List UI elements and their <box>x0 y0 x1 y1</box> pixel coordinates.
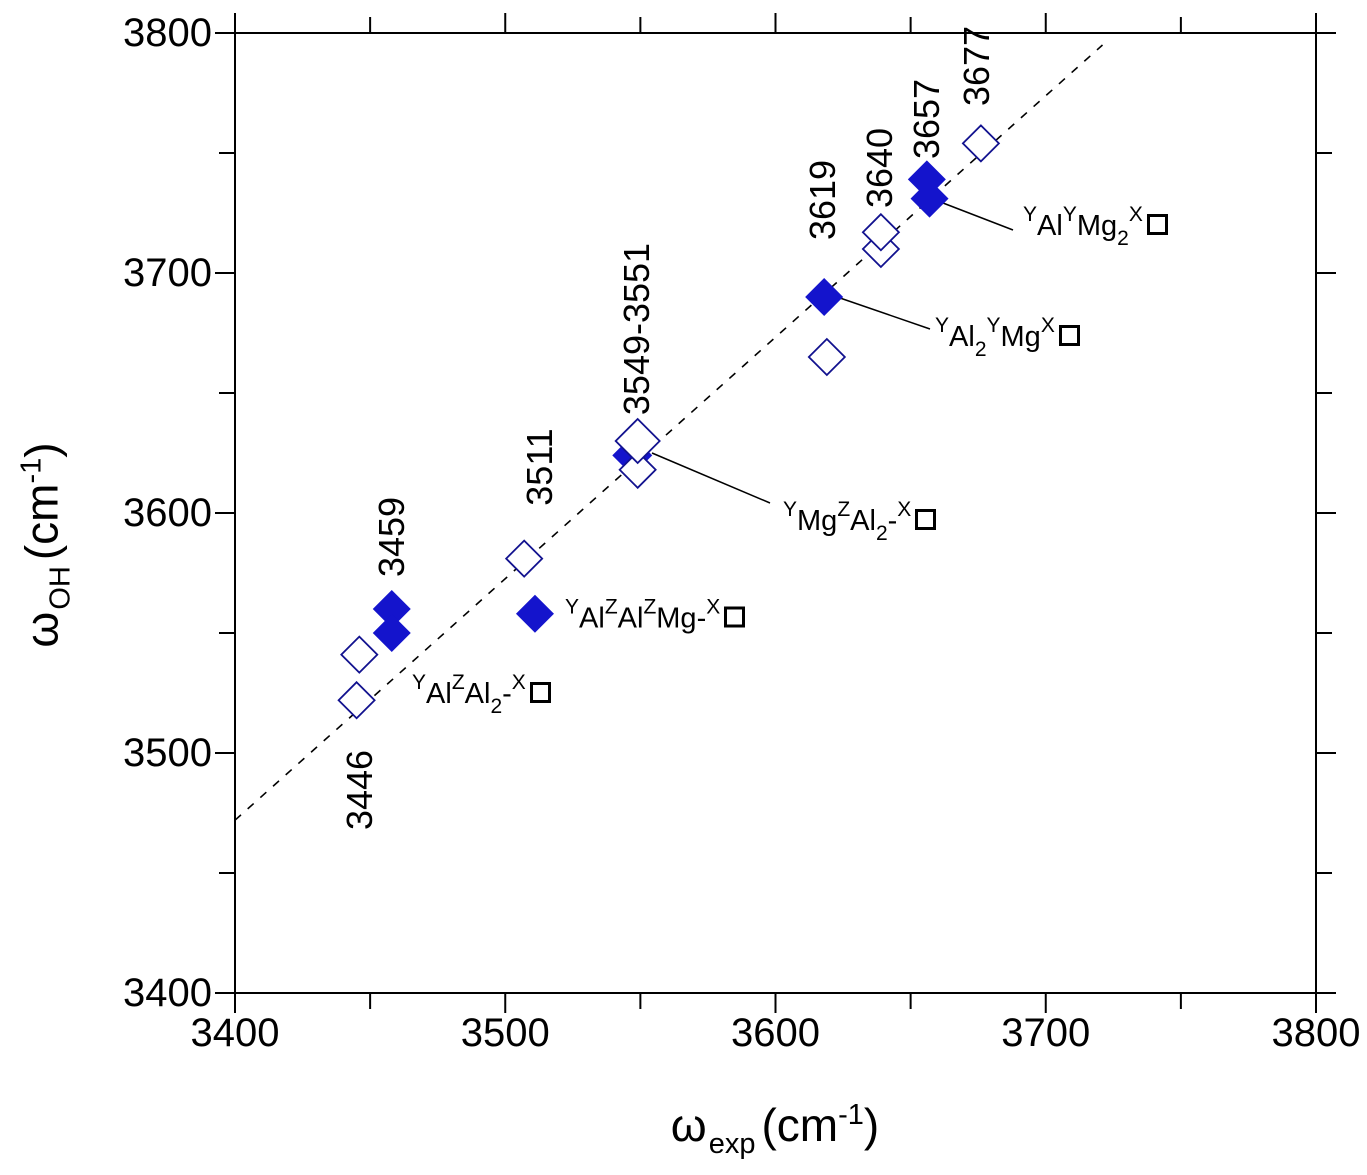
open-diamond-marker <box>618 450 657 490</box>
annotation-text: Y <box>565 595 580 619</box>
annotation-text: X <box>1040 314 1055 337</box>
y-tick-label: 3400 <box>123 971 212 1015</box>
annotation-leader-line <box>839 297 931 330</box>
open-diamond-marker <box>807 337 847 377</box>
vacancy-square-icon <box>529 682 551 703</box>
annotation-leader-line <box>651 452 771 504</box>
annotation-text: Z <box>604 595 618 619</box>
annotation-text: Al <box>579 602 605 635</box>
y-axis-omega: ω <box>15 611 68 648</box>
x-tick-label: 3400 <box>190 1011 280 1055</box>
vacancy-square-icon <box>1146 214 1168 235</box>
y-axis-unit-close: ) <box>15 442 68 458</box>
annotation-text: Al <box>464 678 491 710</box>
open-diamond-marker <box>337 680 376 720</box>
x-axis-unit-close: ) <box>863 1099 880 1151</box>
annotation-text: Y <box>1023 203 1038 226</box>
annotation-text: Y <box>783 498 798 521</box>
annotation-text: X <box>706 595 721 619</box>
annotation-text: Mg <box>797 505 838 537</box>
annotation-text: Z <box>837 498 851 521</box>
annotation-text: Mg <box>656 602 697 635</box>
annotation-text: - <box>887 505 898 537</box>
annotation-text: Y <box>1062 203 1077 226</box>
x-tick-label: 3700 <box>1001 1011 1091 1055</box>
annotation-text: Z <box>643 595 657 619</box>
annotation-text: 2 <box>490 695 503 718</box>
open-diamond-marker <box>614 417 661 465</box>
annotation-text: Y <box>986 314 1001 337</box>
annotation-text: - <box>696 602 707 635</box>
annotation-text: X <box>511 671 526 694</box>
filled-diamond-marker <box>910 179 949 218</box>
x-tick-label: 3500 <box>460 1011 550 1055</box>
vacancy-square-icon <box>724 606 746 628</box>
annotation-text: Al <box>1037 210 1063 242</box>
y-tick-label: 3800 <box>123 11 212 55</box>
annotation-text: Al <box>850 505 876 537</box>
x-axis-title: ωexp (cm-1) <box>671 1090 879 1169</box>
y-tick-label: 3500 <box>123 731 212 775</box>
x-tick-label: 3800 <box>1271 1011 1361 1055</box>
filled-diamond-marker <box>515 594 554 633</box>
filled-diamond-marker <box>372 590 411 628</box>
annotation-text: Al <box>617 602 644 635</box>
open-diamond-marker <box>861 212 901 252</box>
open-diamond-marker <box>504 539 544 578</box>
annotation-text: Al <box>949 321 975 353</box>
annotation-text: Z <box>451 671 465 694</box>
annotation-leader-line <box>942 202 1014 231</box>
annotation-text: Mg <box>1076 210 1118 242</box>
y-tick-label: 3600 <box>123 491 212 535</box>
point-label: 3511 <box>519 428 560 506</box>
annotation-text: 2 <box>974 338 987 361</box>
open-diamond-marker <box>961 124 1001 163</box>
annotation-text: X <box>1128 203 1143 226</box>
y-axis-title: ωOH (cm-1) <box>7 442 86 647</box>
point-label: 3657 <box>906 78 947 160</box>
y-axis-unit-exponent: -1 <box>15 457 48 484</box>
point-label: 3619 <box>802 159 843 241</box>
annotation-text: X <box>897 498 912 521</box>
annotation-text: 2 <box>1117 227 1129 250</box>
point-label: 3446 <box>339 749 380 831</box>
site-annotation: YAlYMg2X <box>1023 199 1168 255</box>
annotation-text: Y <box>412 671 427 694</box>
x-tick-label: 3600 <box>731 1011 820 1055</box>
annotation-text: Al <box>426 678 452 710</box>
site-annotation: YAl2YMgX <box>935 310 1080 366</box>
annotation-text: - <box>502 678 512 710</box>
x-axis-unit-exponent: -1 <box>838 1099 864 1131</box>
point-label: 3549-3551 <box>616 242 657 416</box>
annotation-text: Mg <box>1000 321 1041 353</box>
site-annotation: YAlZAlZMg-X <box>565 592 746 635</box>
y-tick-label: 3700 <box>123 251 212 295</box>
trend-line-dashed <box>234 44 1104 821</box>
filled-diamond-marker <box>805 278 844 316</box>
point-label: 3677 <box>956 25 997 107</box>
open-diamond-marker <box>340 635 379 674</box>
annotation-text: Y <box>935 314 950 337</box>
point-label: 3459 <box>371 496 412 578</box>
vacancy-square-icon <box>1058 325 1080 346</box>
y-axis-subscript: OH <box>44 566 77 610</box>
point-label: 3640 <box>859 127 900 209</box>
site-annotation: YMgZAl2-X <box>783 494 937 550</box>
vacancy-square-icon <box>915 509 937 530</box>
annotation-text: 2 <box>875 522 888 545</box>
x-axis-subscript: exp <box>708 1128 756 1160</box>
x-axis-unit: (cm <box>761 1099 839 1151</box>
y-axis-unit: (cm <box>15 483 68 561</box>
x-axis-omega: ω <box>670 1099 707 1151</box>
filled-diamond-marker <box>372 614 411 652</box>
site-annotation: YAlZAl2-X <box>412 667 551 723</box>
